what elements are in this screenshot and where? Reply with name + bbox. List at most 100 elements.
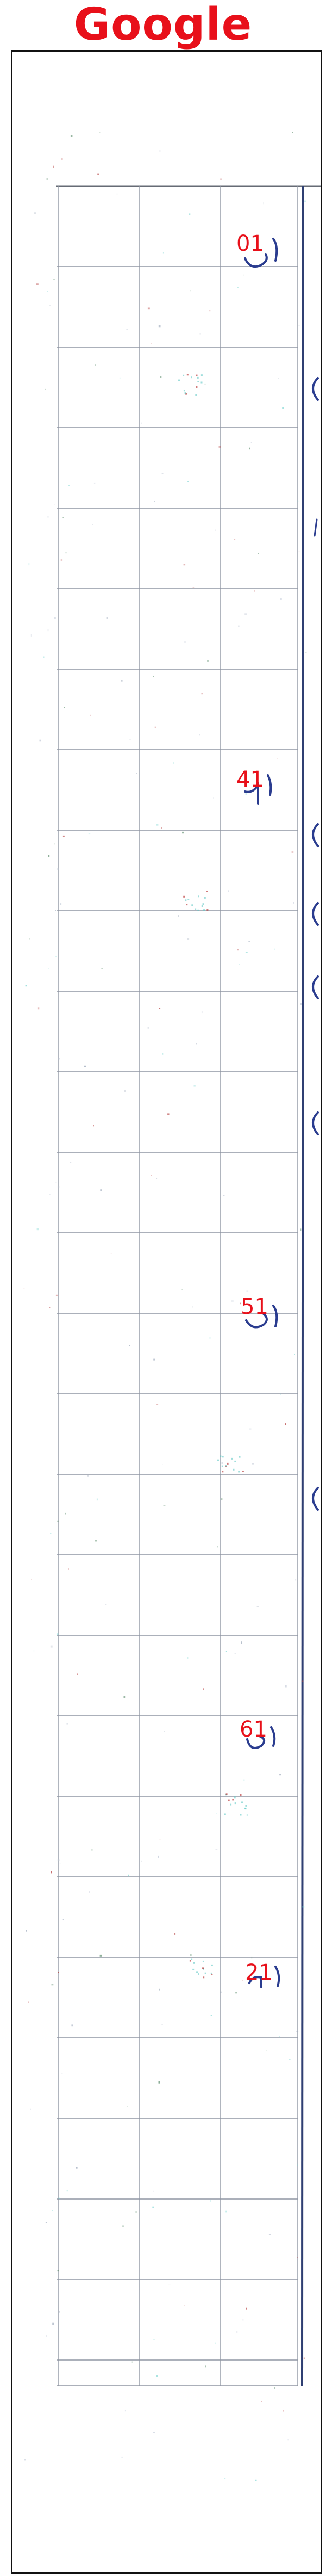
speckle (65, 552, 67, 554)
speckle (220, 1455, 222, 1457)
speckle (183, 564, 186, 566)
speckle (293, 902, 294, 904)
speckle (161, 827, 162, 829)
speckle (60, 559, 63, 561)
speckle (258, 553, 259, 554)
ink-stroke (312, 975, 319, 999)
speckle (256, 1606, 259, 1607)
speckle (202, 1960, 204, 1962)
speckle (204, 1972, 206, 1974)
speckle (52, 2322, 54, 2325)
speckle (297, 2164, 298, 2166)
speckle (282, 407, 284, 409)
speckle (34, 212, 36, 214)
speckle (300, 1003, 302, 1005)
speckle (292, 132, 293, 133)
speckle (153, 2190, 154, 2192)
speckle (239, 1456, 241, 1458)
speckle (96, 1498, 98, 1501)
speckle (240, 1302, 241, 1305)
speckle (152, 2206, 154, 2208)
speckle (121, 680, 123, 682)
speckle (255, 2479, 257, 2481)
speckle (43, 656, 45, 658)
ink-stroke (312, 1111, 319, 1135)
speckle (199, 734, 200, 736)
speckle (36, 1228, 39, 1231)
speckle (202, 1967, 204, 1969)
speckle (47, 291, 48, 292)
speckle (50, 1533, 52, 1534)
speckle (160, 376, 162, 378)
speckle (36, 283, 39, 285)
speckle (196, 374, 198, 376)
speckle (37, 1007, 40, 1010)
speckle (279, 1774, 281, 1776)
speckle (129, 1345, 130, 1346)
speckle (70, 135, 73, 137)
speckle (161, 2024, 163, 2025)
speckle (158, 1855, 159, 1858)
speckle (49, 1307, 51, 1308)
speckle (88, 833, 91, 835)
speckle (55, 910, 56, 911)
speckle (295, 1579, 297, 1581)
scan-speckles (23, 132, 307, 2481)
speckle (285, 1423, 286, 1425)
speckle (51, 1871, 52, 1874)
speckle (101, 968, 103, 969)
speckle (24, 2459, 26, 2461)
speckle (298, 325, 300, 326)
speckle (184, 392, 186, 394)
speckle (238, 625, 240, 627)
speckle (186, 374, 189, 376)
ink-stroke (312, 1487, 319, 1511)
ink-stroke (312, 377, 319, 401)
speckle (249, 447, 250, 450)
speckle (206, 909, 209, 911)
speckle (153, 2432, 155, 2433)
speckle (93, 1125, 94, 1127)
speckle (182, 831, 184, 834)
speckle (151, 1175, 152, 1176)
speckle (52, 2210, 53, 2211)
speckle (191, 1958, 193, 1960)
margin-number-label: 41 (236, 767, 264, 792)
speckle (45, 2222, 47, 2223)
speckle (105, 1604, 107, 1605)
speckle (280, 1393, 281, 1395)
speckle (121, 2456, 123, 2458)
speckle (30, 634, 32, 637)
speckle (154, 726, 156, 728)
speckle (189, 1960, 191, 1962)
speckle (294, 1354, 295, 1355)
speckle (122, 2225, 124, 2227)
speckle (30, 2108, 31, 2110)
speckle (206, 891, 208, 892)
speckle (300, 1228, 302, 1231)
page-margin-line (301, 186, 304, 2386)
speckle (239, 964, 240, 965)
speckle (210, 2015, 212, 2016)
speckle (68, 1568, 69, 1570)
speckle (193, 1962, 195, 1964)
speckle (274, 2387, 275, 2389)
speckle (280, 598, 282, 600)
speckle (231, 1300, 234, 1302)
speckle (201, 1011, 203, 1014)
speckle (287, 2439, 289, 2441)
speckle (213, 797, 214, 799)
speckle (197, 909, 199, 911)
speckle (162, 1053, 164, 1055)
ink-stroke (248, 1966, 280, 1988)
speckle (246, 1814, 248, 1816)
speckle (47, 516, 49, 518)
graph-paper-grid (23, 132, 321, 2481)
speckle (245, 793, 247, 795)
speckle (246, 1290, 249, 1292)
speckle (167, 1113, 170, 1115)
speckle (124, 1090, 126, 1092)
speckle (62, 1919, 64, 1920)
speckle (244, 613, 247, 615)
speckle (77, 1673, 78, 1675)
